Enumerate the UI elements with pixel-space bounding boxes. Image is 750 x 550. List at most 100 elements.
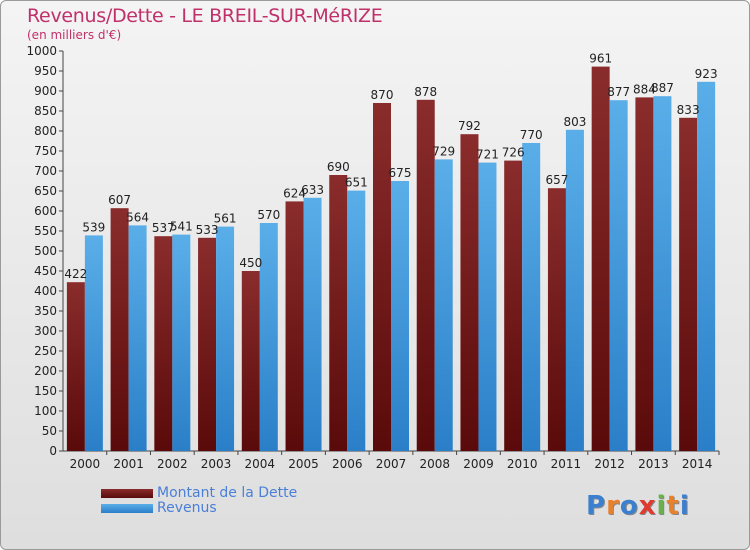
bar-revenus-2003 — [216, 226, 235, 451]
bar-revenus-2009 — [478, 162, 497, 451]
bar-revenus-2001 — [128, 225, 147, 451]
data-label-dette-2008: 878 — [414, 85, 437, 99]
data-label-revenus-2014: 923 — [695, 67, 718, 81]
legend-swatch-revenus — [101, 504, 153, 513]
data-label-revenus-2007: 675 — [389, 166, 412, 180]
bar-revenus-2002 — [172, 234, 191, 451]
y-tick-label: 1000 — [26, 44, 57, 58]
bar-dette-2009 — [460, 134, 479, 451]
y-tick-label: 550 — [34, 224, 57, 238]
data-label-revenus-2009: 721 — [476, 148, 499, 162]
data-label-dette-2005: 624 — [283, 186, 306, 200]
data-label-revenus-2000: 539 — [82, 220, 105, 234]
logo-letter: i — [679, 491, 690, 521]
x-tick-label: 2013 — [638, 457, 669, 471]
x-tick-label: 2009 — [463, 457, 494, 471]
y-tick-label: 650 — [34, 184, 57, 198]
bar-dette-2011 — [547, 188, 566, 451]
data-label-revenus-2012: 877 — [607, 85, 630, 99]
y-tick-label: 600 — [34, 204, 57, 218]
bar-revenus-2005 — [303, 197, 322, 451]
x-tick-label: 2006 — [332, 457, 363, 471]
data-label-dette-2007: 870 — [371, 88, 394, 102]
bar-revenus-2004 — [259, 223, 278, 451]
data-label-revenus-2002: 541 — [170, 220, 193, 234]
bar-dette-2012 — [591, 66, 610, 451]
y-tick-label: 350 — [34, 304, 57, 318]
data-label-revenus-2005: 633 — [301, 183, 324, 197]
data-label-revenus-2003: 561 — [214, 212, 237, 226]
x-tick-label: 2011 — [551, 457, 582, 471]
logo-letter: P — [586, 491, 607, 521]
data-label-dette-2013: 884 — [633, 82, 656, 96]
chart-title: Revenus/Dette - LE BREIL-SUR-MéRIZE — [27, 5, 383, 27]
bar-revenus-2012 — [609, 100, 628, 451]
legend-swatch-dette — [101, 489, 153, 498]
y-tick-label: 700 — [34, 164, 57, 178]
x-tick-label: 2004 — [245, 457, 276, 471]
bar-revenus-2007 — [391, 181, 409, 451]
bar-revenus-2013 — [653, 96, 672, 451]
proxiti-logo: Proxiti — [586, 491, 690, 521]
logo-letter: r — [606, 491, 620, 521]
data-label-dette-2006: 690 — [327, 160, 350, 174]
x-tick-label: 2008 — [419, 457, 450, 471]
bar-dette-2010 — [504, 160, 523, 451]
chart-subtitle: (en milliers d'€) — [27, 28, 122, 42]
data-label-revenus-2006: 651 — [345, 176, 368, 190]
x-tick-label: 2001 — [113, 457, 144, 471]
bar-dette-2005 — [285, 201, 304, 451]
logo-letter: t — [666, 491, 680, 521]
logo-letter: x — [638, 491, 657, 521]
data-label-dette-2012: 961 — [589, 52, 612, 66]
bar-dette-2003 — [198, 237, 217, 451]
data-label-dette-2014: 833 — [677, 103, 700, 117]
bar-dette-2006 — [329, 175, 348, 451]
data-label-dette-2011: 657 — [545, 173, 568, 187]
bar-dette-2002 — [154, 236, 173, 451]
data-label-revenus-2001: 564 — [126, 210, 149, 224]
bar-dette-2004 — [241, 271, 260, 451]
x-tick-label: 2003 — [201, 457, 232, 471]
y-tick-label: 900 — [34, 84, 57, 98]
bar-dette-2013 — [635, 97, 654, 452]
y-tick-label: 450 — [34, 264, 57, 278]
bar-revenus-2014 — [697, 81, 716, 452]
data-label-dette-2009: 792 — [458, 119, 481, 133]
y-tick-label: 50 — [42, 424, 57, 438]
y-tick-label: 100 — [34, 404, 57, 418]
data-label-dette-2004: 450 — [239, 256, 262, 270]
bar-dette-2014 — [679, 117, 698, 452]
data-label-dette-2002: 537 — [152, 221, 175, 235]
data-label-revenus-2004: 570 — [257, 208, 280, 222]
bar-dette-2008 — [416, 99, 435, 452]
data-label-revenus-2010: 770 — [520, 128, 543, 142]
bar-revenus-2008 — [434, 159, 453, 451]
bar-dette-2007 — [373, 103, 391, 451]
legend-label-dette: Montant de la Dette — [157, 485, 298, 501]
bar-dette-2001 — [110, 208, 129, 451]
x-tick-label: 2005 — [288, 457, 319, 471]
y-tick-label: 950 — [34, 64, 57, 78]
y-tick-label: 200 — [34, 364, 57, 378]
bar-dette-2000 — [66, 282, 85, 451]
y-tick-label: 750 — [34, 144, 57, 158]
y-tick-label: 0 — [49, 444, 57, 458]
data-label-dette-2001: 607 — [108, 193, 131, 207]
x-tick-label: 2002 — [157, 457, 188, 471]
x-tick-label: 2012 — [594, 457, 625, 471]
data-label-dette-2003: 533 — [196, 223, 219, 237]
data-label-revenus-2011: 803 — [563, 115, 586, 129]
x-tick-label: 2007 — [376, 457, 407, 471]
bar-revenus-2011 — [565, 129, 584, 452]
data-label-dette-2010: 726 — [502, 146, 525, 160]
data-label-revenus-2013: 887 — [651, 81, 674, 95]
y-tick-label: 150 — [34, 384, 57, 398]
y-tick-label: 500 — [34, 244, 57, 258]
x-tick-label: 2014 — [682, 457, 713, 471]
data-label-revenus-2008: 729 — [432, 144, 455, 158]
y-tick-label: 800 — [34, 124, 57, 138]
